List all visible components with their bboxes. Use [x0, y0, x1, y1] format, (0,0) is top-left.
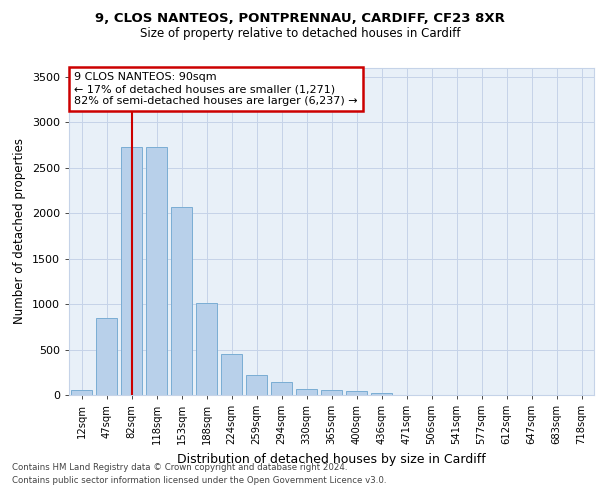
Text: Contains HM Land Registry data © Crown copyright and database right 2024.: Contains HM Land Registry data © Crown c…	[12, 462, 347, 471]
Bar	[96, 318, 117, 395]
Text: 9 CLOS NANTEOS: 90sqm
← 17% of detached houses are smaller (1,271)
82% of semi-d: 9 CLOS NANTEOS: 90sqm ← 17% of detached …	[74, 72, 358, 106]
Bar	[321, 390, 342, 395]
Bar	[371, 392, 392, 395]
Bar	[346, 392, 367, 395]
Bar	[271, 382, 292, 395]
Bar	[121, 146, 142, 395]
Text: 9, CLOS NANTEOS, PONTPRENNAU, CARDIFF, CF23 8XR: 9, CLOS NANTEOS, PONTPRENNAU, CARDIFF, C…	[95, 12, 505, 26]
Text: Size of property relative to detached houses in Cardiff: Size of property relative to detached ho…	[140, 28, 460, 40]
Bar	[296, 389, 317, 395]
Bar	[246, 375, 267, 395]
Bar	[146, 146, 167, 395]
Bar	[71, 390, 92, 395]
Text: Contains public sector information licensed under the Open Government Licence v3: Contains public sector information licen…	[12, 476, 386, 485]
Bar	[171, 206, 192, 395]
Y-axis label: Number of detached properties: Number of detached properties	[13, 138, 26, 324]
X-axis label: Distribution of detached houses by size in Cardiff: Distribution of detached houses by size …	[177, 452, 486, 466]
Bar	[196, 303, 217, 395]
Bar	[221, 354, 242, 395]
